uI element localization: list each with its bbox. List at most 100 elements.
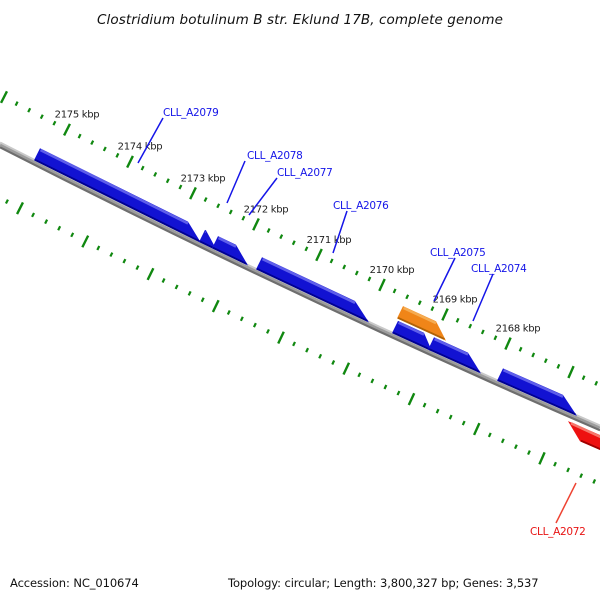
feature-labels: CLL_A2079 CLL_A2078 CLL_A2077 CLL_A2076 CLL_… — [137, 107, 586, 538]
minor-tick — [174, 284, 179, 290]
gene-arrow-body[interactable] — [34, 148, 201, 243]
gene-arrow-highlight — [402, 306, 437, 325]
minor-tick — [90, 140, 95, 146]
gene-arrow-highlight — [39, 148, 189, 225]
minor-tick — [31, 212, 36, 218]
minor-tick — [493, 335, 498, 341]
gene-arrow-8[interactable] — [497, 368, 577, 416]
major-tick — [567, 365, 575, 379]
minor-tick — [468, 323, 473, 329]
minor-tick — [115, 152, 120, 158]
minor-tick — [304, 246, 309, 252]
minor-tick — [357, 372, 362, 378]
minor-tick — [592, 478, 597, 484]
ruler-label: 2169 kbp — [433, 294, 478, 305]
gene-arrow-body[interactable] — [497, 368, 577, 416]
major-tick — [146, 267, 155, 281]
minor-tick — [383, 384, 388, 390]
gene-arrow-body[interactable] — [199, 229, 217, 251]
gene-label[interactable]: CLL_A2074 — [471, 263, 527, 275]
gene-arrow-body[interactable] — [392, 320, 432, 352]
gene-arrow-7[interactable] — [428, 337, 481, 374]
minor-tick — [4, 199, 9, 205]
gene-label[interactable]: CLL_A2078 — [247, 150, 303, 162]
minor-tick — [354, 270, 359, 276]
gene-label[interactable]: CLL_A2076 — [333, 200, 389, 212]
outer-tick-ring — [0, 90, 599, 386]
minor-tick — [178, 184, 183, 190]
minor-tick — [370, 378, 375, 384]
ruler-label: 2173 kbp — [181, 173, 226, 184]
label-pointer-line — [226, 160, 246, 204]
genome-stats-text: Topology: circular; Length: 3,800,327 bp… — [228, 576, 539, 590]
gene-arrow-body[interactable] — [568, 421, 600, 459]
gene-arrow-shadow — [397, 317, 445, 340]
gene-arrow-6[interactable] — [397, 306, 446, 341]
minor-tick — [448, 414, 453, 420]
gene-arrow-highlight — [397, 321, 425, 336]
minor-tick — [279, 234, 284, 240]
inner-tick-ring — [4, 199, 597, 484]
gene-arrow-1[interactable] — [34, 148, 201, 243]
ruler-label: 2171 kbp — [307, 235, 352, 246]
major-tick — [277, 331, 285, 345]
minor-tick — [165, 178, 170, 184]
label-pointer-line — [332, 210, 348, 254]
minor-tick — [291, 240, 296, 246]
minor-tick — [566, 467, 570, 473]
minor-tick — [161, 278, 166, 283]
minor-tick — [329, 258, 334, 264]
minor-tick — [392, 288, 397, 294]
minor-tick — [70, 232, 75, 238]
minor-tick — [44, 219, 49, 225]
ruler-label: 2174 kbp — [118, 142, 163, 153]
major-tick — [126, 155, 134, 169]
minor-tick — [305, 347, 310, 353]
major-tick — [342, 362, 351, 376]
major-tick — [504, 337, 512, 350]
gene-arrow-highlight — [261, 257, 356, 304]
major-tick — [315, 248, 323, 262]
minor-tick — [543, 358, 548, 364]
label-pointer-line — [137, 117, 164, 164]
gene-arrow-body[interactable] — [428, 337, 481, 374]
gene-label[interactable]: CLL_A2075 — [430, 247, 486, 259]
minor-tick — [203, 197, 208, 203]
minor-tick — [239, 316, 244, 322]
gene-label[interactable]: CLL_A2079 — [163, 107, 219, 119]
label-pointer-line — [433, 257, 456, 302]
minor-tick — [435, 408, 440, 414]
gene-arrow-5[interactable] — [392, 320, 432, 352]
minor-tick — [487, 432, 492, 438]
gene-arrow-body[interactable] — [212, 236, 248, 266]
major-tick — [189, 186, 197, 200]
major-tick — [0, 90, 9, 104]
minor-tick — [342, 264, 347, 270]
minor-tick — [417, 300, 422, 306]
gene-arrow-shadow — [392, 331, 431, 351]
minor-tick — [396, 390, 401, 396]
gene-arrow-highlight — [570, 422, 600, 439]
gene-arrow-shadow — [256, 268, 368, 322]
gene-arrow-9[interactable] — [568, 421, 600, 459]
minor-tick — [266, 328, 270, 334]
gene-arrow-highlight — [433, 337, 469, 356]
gene-arrow-4[interactable] — [256, 257, 369, 323]
gene-arrow-body[interactable] — [397, 306, 446, 341]
minor-tick — [331, 360, 336, 365]
major-tick — [472, 422, 481, 436]
minor-tick — [39, 114, 44, 120]
accession-text: Accession: NC_010674 — [10, 576, 139, 590]
minor-tick — [252, 322, 257, 328]
gene-arrow-body[interactable] — [256, 257, 369, 323]
major-tick — [441, 308, 449, 321]
gene-label[interactable]: CLL_A2077 — [277, 167, 333, 179]
gene-arrow-3[interactable] — [212, 236, 248, 266]
major-tick — [15, 201, 25, 215]
minor-tick — [27, 107, 32, 113]
gene-label[interactable]: CLL_A2072 — [530, 526, 586, 538]
minor-tick — [135, 265, 140, 271]
minor-tick — [430, 306, 435, 312]
minor-tick — [200, 297, 205, 303]
